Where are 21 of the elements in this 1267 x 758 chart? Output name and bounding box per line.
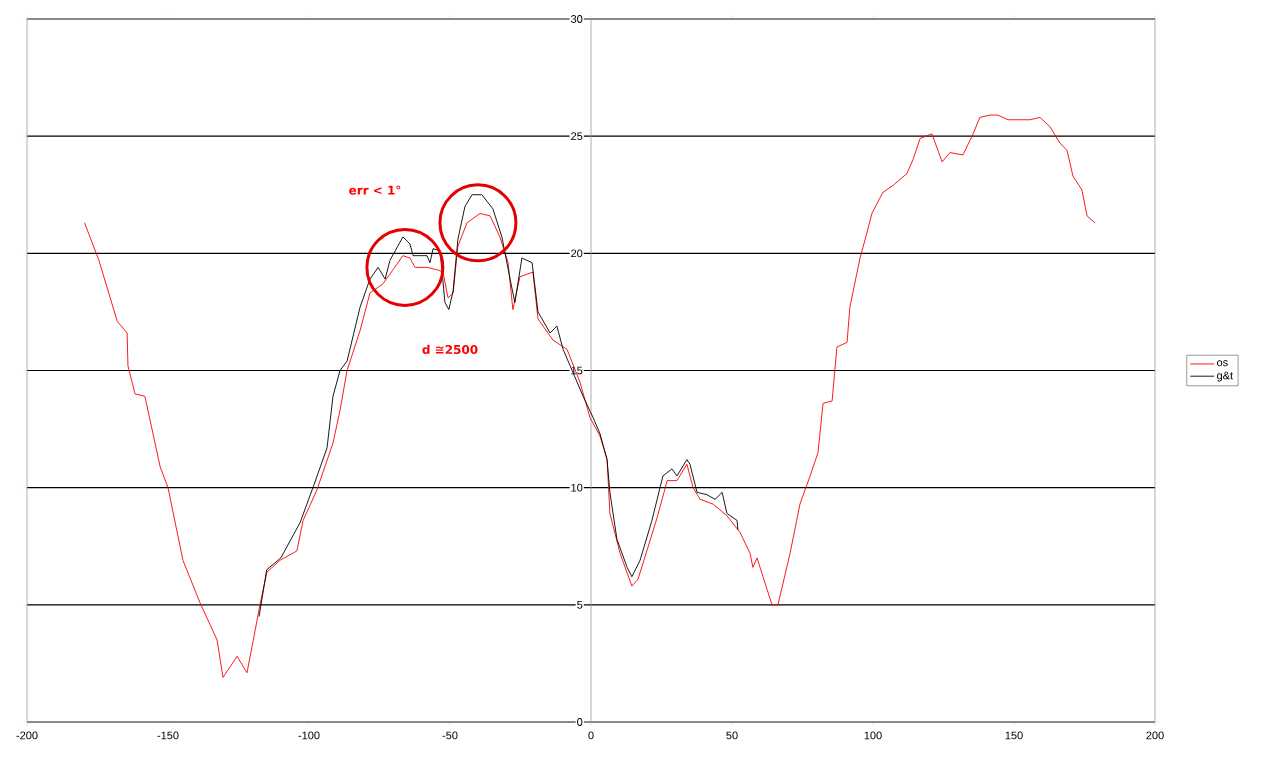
x-tick-label: -200 (16, 731, 38, 740)
y-tick-label: 25 (571, 132, 583, 141)
x-tick-label: 50 (726, 731, 738, 740)
y-tick-label: 20 (571, 249, 583, 258)
y-tick-label: 5 (577, 600, 583, 609)
x-tick-label: -50 (442, 731, 458, 740)
x-tick-label: 100 (864, 731, 882, 740)
x-tick-label: 150 (1005, 731, 1023, 740)
y-tick-label: 10 (571, 483, 583, 492)
annotation: err < 1° (349, 185, 401, 195)
y-tick-label: 0 (577, 718, 583, 726)
x-tick-label: -100 (298, 731, 320, 740)
legend-label: os (1217, 360, 1228, 367)
line-series (84, 114, 1096, 678)
legend-label: g&t (1217, 371, 1234, 382)
x-tick-label: 0 (588, 731, 594, 740)
x-tick-label: 200 (1146, 731, 1164, 740)
y-tick-label: 30 (570, 15, 583, 23)
annotation: d ≅2500 (422, 344, 478, 355)
x-tick-label: -150 (157, 731, 179, 740)
line-series (258, 194, 739, 617)
